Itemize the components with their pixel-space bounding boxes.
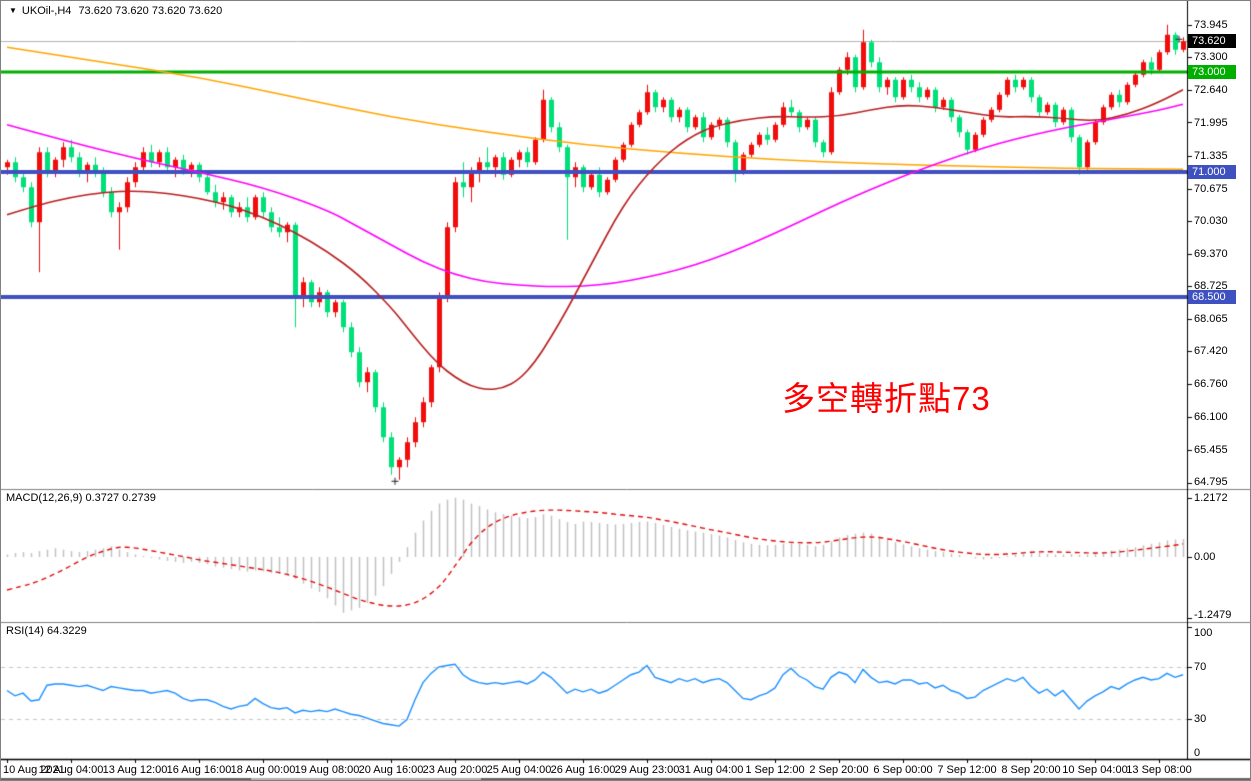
chart-window: ▼ UKOil-,H4 73.620 73.620 73.620 73.620 MA… (0, 0, 1251, 781)
chart-canvas[interactable] (1, 1, 1250, 780)
